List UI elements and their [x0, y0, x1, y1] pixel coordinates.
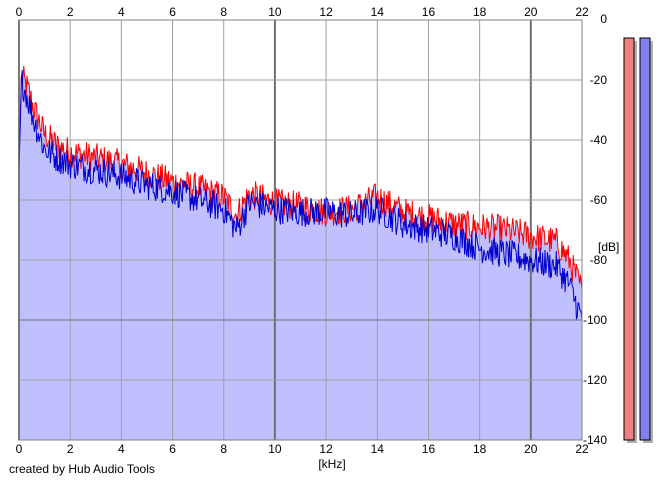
- plot-border: [18, 19, 583, 441]
- level-meters: [623, 37, 653, 443]
- x-tick-label: 12: [319, 5, 333, 19]
- y-tick-label: -120: [583, 373, 607, 387]
- x-tick-label: 10: [268, 5, 282, 19]
- x-tick-label: 2: [67, 442, 74, 456]
- x-axis-label: [kHz]: [318, 457, 345, 471]
- x-tick-label: 20: [524, 5, 538, 19]
- spectrum-fill: [19, 66, 582, 440]
- x-tick-label: 10: [268, 442, 282, 456]
- y-tick-label: -80: [590, 253, 608, 267]
- axes: [kHz] [dB] 00224466881010121214141616181…: [16, 5, 620, 471]
- credit-text: created by Hub Audio Tools: [9, 462, 155, 476]
- x-tick-label: 20: [524, 442, 538, 456]
- meter-left: [623, 37, 635, 441]
- x-tick-label: 8: [220, 442, 227, 456]
- x-tick-label: 0: [16, 442, 23, 456]
- spectrum-series: [18, 66, 583, 321]
- x-tick-label: 6: [169, 5, 176, 19]
- x-tick-label: 22: [575, 5, 589, 19]
- x-tick-label: 0: [16, 5, 23, 19]
- spectrum-series-line: [18, 70, 583, 321]
- x-tick-label: 16: [422, 442, 436, 456]
- y-tick-label: 0: [600, 12, 607, 26]
- x-tick-label: 18: [473, 5, 487, 19]
- meter-right: [639, 37, 651, 441]
- x-tick-label: 4: [118, 442, 125, 456]
- y-tick-label: -100: [583, 313, 607, 327]
- y-tick-label: -60: [590, 193, 608, 207]
- x-tick-label: 12: [319, 442, 333, 456]
- x-tick-label: 22: [575, 442, 589, 456]
- x-tick-label: 14: [371, 5, 385, 19]
- x-tick-label: 6: [169, 442, 176, 456]
- y-tick-label: -140: [583, 433, 607, 447]
- y-axis-label: [dB]: [598, 240, 619, 254]
- y-tick-label: -20: [590, 73, 608, 87]
- y-tick-label: -40: [590, 133, 608, 147]
- x-tick-label: 4: [118, 5, 125, 19]
- x-tick-label: 2: [67, 5, 74, 19]
- x-tick-label: 14: [371, 442, 385, 456]
- x-tick-label: 18: [473, 442, 487, 456]
- x-tick-label: 8: [220, 5, 227, 19]
- x-tick-label: 16: [422, 5, 436, 19]
